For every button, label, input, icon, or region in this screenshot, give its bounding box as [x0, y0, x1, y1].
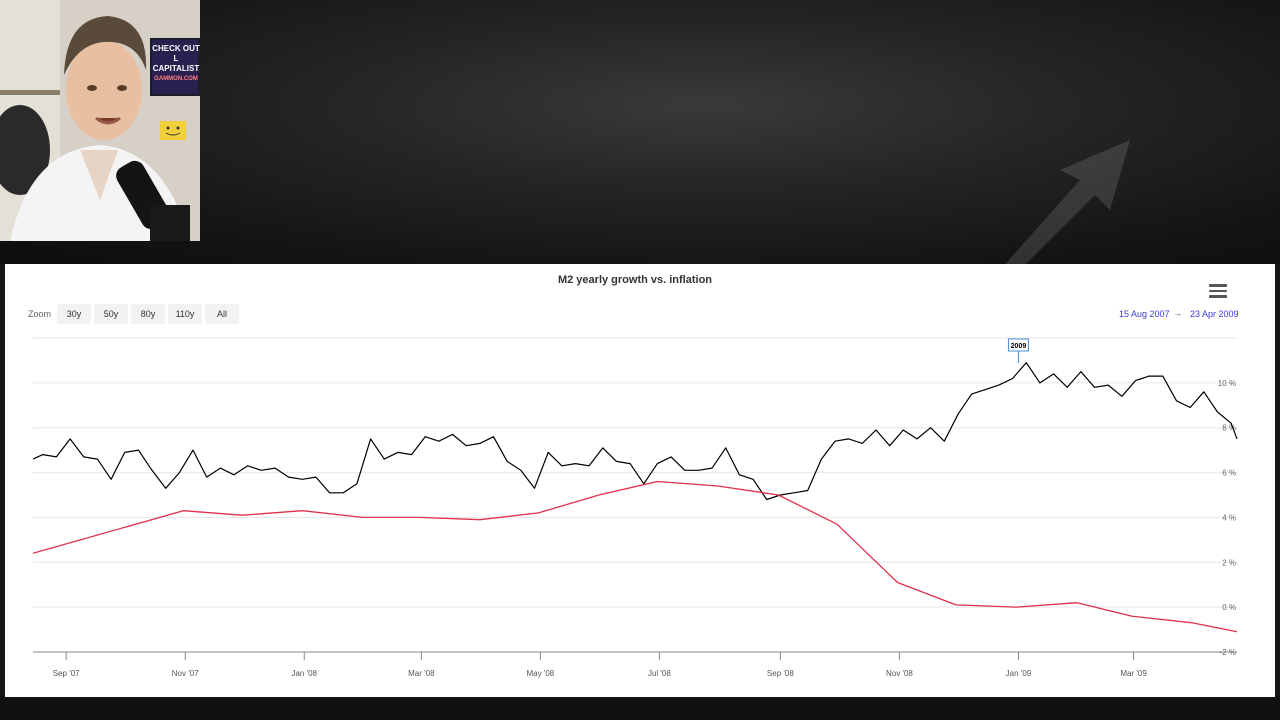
bottom-strip — [0, 697, 1280, 720]
sign-text-line3: GAMMON.COM — [154, 76, 198, 82]
presenter-video — [0, 0, 200, 241]
zoom-button-110y[interactable]: 110y — [168, 304, 202, 324]
chart-title: M2 yearly growth vs. inflation — [557, 274, 713, 286]
zoom-button-80y[interactable]: 80y — [131, 304, 165, 324]
chart-panel — [5, 264, 1275, 697]
zoom-button-all[interactable]: All — [205, 304, 239, 324]
zoom-button-50y[interactable]: 50y — [94, 304, 128, 324]
sign-text-line2: L CAPITALIST — [152, 54, 200, 73]
zoom-button-30y[interactable]: 30y — [57, 304, 91, 324]
range-arrow-icon: → — [1173, 308, 1182, 318]
sign-text-line1: CHECK OUT — [152, 44, 200, 53]
hamburger-menu-icon[interactable] — [1209, 284, 1227, 298]
range-to-date[interactable]: 23 Apr 2009 — [1190, 309, 1239, 319]
background-arrow-graphic — [1005, 140, 1130, 264]
background-backdrop — [0, 0, 1280, 264]
zoom-label: Zoom — [28, 309, 52, 319]
range-from-date[interactable]: 15 Aug 2007 — [1119, 309, 1170, 319]
webcam-overlay: CHECK OUT L CAPITALIST GAMMON.COM — [0, 0, 200, 241]
